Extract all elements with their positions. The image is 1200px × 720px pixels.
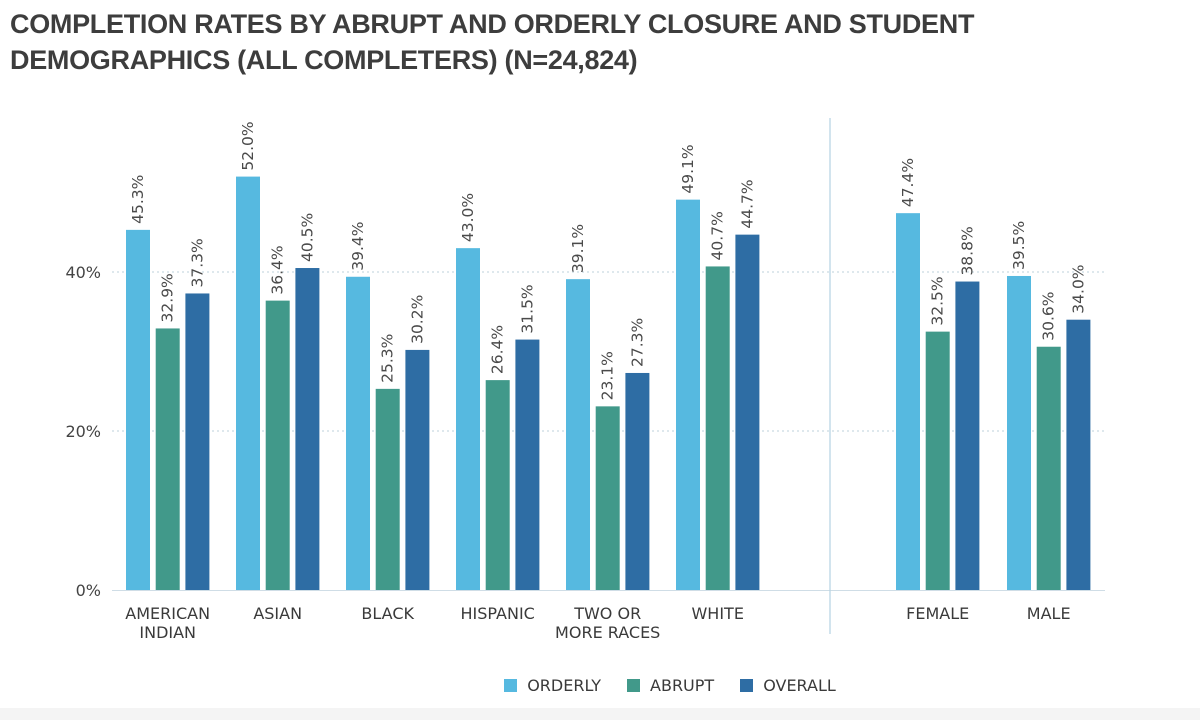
y-tick-label: 20% [65,422,101,441]
chart-title-line-2: DEMOGRAPHICS (ALL COMPLETERS) (N=24,824) [10,45,638,75]
category-label: TWO OR [573,604,641,623]
category-label: FEMALE [906,604,969,623]
data-label: 25.3% [379,334,397,383]
category-label: INDIAN [139,623,196,642]
bar-orderly [676,199,700,590]
category-label: MORE RACES [555,623,660,642]
bar-orderly [346,276,370,590]
bar-orderly [1007,275,1031,590]
category-label: MALE [1027,604,1071,623]
bar-orderly [126,229,150,591]
data-label: 36.4% [269,245,287,294]
bar-orderly [236,176,260,590]
legend-item-orderly: ORDERLY [504,676,601,695]
legend-label-abrupt: ABRUPT [650,676,715,695]
category-label: ASIAN [253,604,302,623]
data-label: 43.0% [459,193,477,242]
data-label: 40.7% [709,211,727,260]
data-label: 34.0% [1069,264,1087,313]
legend-item-abrupt: ABRUPT [627,676,714,695]
y-tick-label: 40% [65,263,101,282]
data-label: 47.4% [899,158,917,207]
category-label: BLACK [361,604,414,623]
chart-title-line-1: COMPLETION RATES BY ABRUPT AND ORDERLY C… [10,9,975,39]
data-label: 45.3% [129,175,147,224]
data-label: 32.9% [159,273,177,322]
data-label: 39.5% [1010,221,1028,270]
legend-swatch-orderly [504,679,518,692]
bar-overall [735,234,760,590]
bar-overall [625,372,650,590]
data-label: 38.8% [958,226,976,275]
bar-overall [1066,319,1091,590]
data-label: 44.7% [738,179,756,228]
category-label: AMERICAN [125,604,210,623]
bar-overall [955,281,980,590]
bar-overall [295,268,320,590]
bar-overall [185,293,210,590]
bar-overall [405,349,430,590]
category-label: WHITE [691,604,743,623]
bar-abrupt [595,406,620,590]
data-label: 31.5% [518,284,536,333]
bar-orderly [566,279,590,590]
bar-orderly [456,248,480,590]
data-label: 52.0% [239,121,257,170]
bar-abrupt [705,266,730,590]
data-label: 49.1% [679,144,697,193]
legend-label-orderly: ORDERLY [527,676,602,695]
legend-swatch-overall [740,679,754,692]
legend-label-overall: OVERALL [763,676,836,695]
bar-abrupt [265,300,290,590]
data-label: 30.6% [1040,291,1058,340]
data-label: 39.4% [349,222,367,271]
data-label: 39.1% [569,224,587,273]
category-label: HISPANIC [461,604,535,623]
data-label: 40.5% [298,213,316,262]
bar-abrupt [925,331,950,590]
bar-abrupt [485,380,510,590]
data-label: 27.3% [628,318,646,367]
bar-overall [515,339,540,590]
bar-abrupt [1036,346,1061,590]
bottom-strip [0,708,1200,720]
legend-item-overall: OVERALL [740,676,836,695]
data-label: 26.4% [489,325,507,374]
bar-abrupt [155,328,180,590]
data-label: 37.3% [188,238,206,287]
chart-legend: ORDERLY ABRUPT OVERALL [0,676,1200,695]
data-label: 32.5% [929,276,947,325]
chart-title: COMPLETION RATES BY ABRUPT AND ORDERLY C… [10,6,1110,78]
y-tick-label: 0% [76,581,101,600]
data-label: 23.1% [599,351,617,400]
legend-swatch-abrupt [627,679,641,692]
data-label: 30.2% [408,295,426,344]
bar-orderly [896,213,920,591]
bar-abrupt [375,388,400,590]
